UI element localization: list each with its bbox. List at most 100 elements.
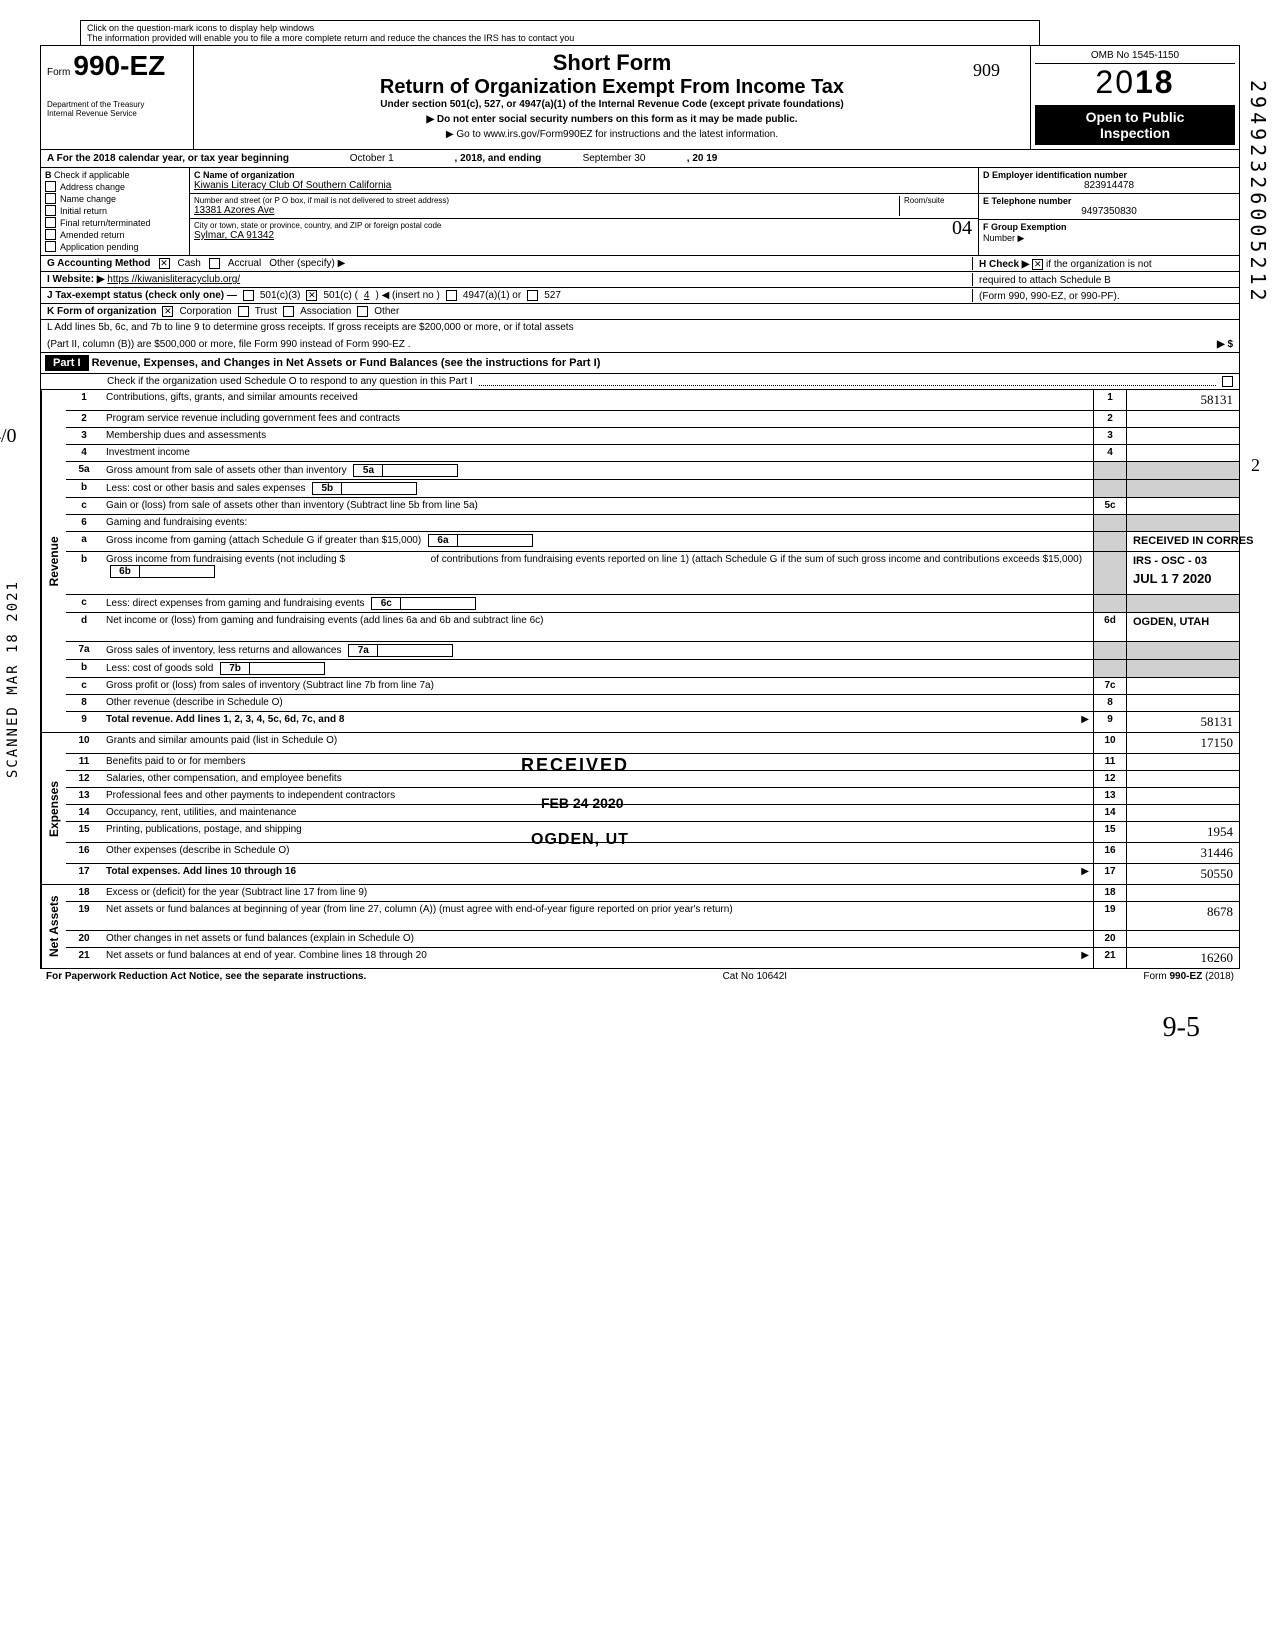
- phone: 9497350830: [983, 206, 1235, 217]
- form-number: 990-EZ: [73, 50, 165, 81]
- revenue-side-label: Revenue: [41, 390, 66, 732]
- handwritten-909: 909: [973, 60, 1000, 81]
- hint-line-2: The information provided will enable you…: [87, 33, 1033, 43]
- cb-pending[interactable]: [45, 241, 56, 252]
- short-form-title: Short Form: [202, 50, 1022, 76]
- f-label: F Group Exemption: [983, 222, 1067, 232]
- row-j: J Tax-exempt status (check only one) — 5…: [41, 288, 1239, 304]
- line6d-amount: OGDEN, UTAH: [1126, 613, 1239, 641]
- cb-4947[interactable]: [446, 290, 457, 301]
- h-label: H Check ▶: [979, 259, 1029, 270]
- cb-corporation[interactable]: [162, 306, 173, 317]
- org-name: Kiwanis Literacy Club Of Southern Califo…: [194, 180, 974, 191]
- arrow-line-2: ▶ Go to www.irs.gov/Form990EZ for instru…: [202, 129, 1022, 140]
- expenses-section: Expenses 10Grants and similar amounts pa…: [41, 733, 1239, 885]
- line3-amount: [1126, 428, 1239, 444]
- year-cell: OMB No 1545-1150 2018 Open to Public Ins…: [1031, 46, 1239, 149]
- line12-amount: [1126, 771, 1239, 787]
- handwritten-40: 4/0: [0, 425, 17, 448]
- l-text-1: L Add lines 5b, 6c, and 7b to line 9 to …: [47, 322, 574, 333]
- cb-accrual[interactable]: [209, 258, 220, 269]
- part1-label: Part I: [45, 355, 89, 371]
- cb-schedule-o[interactable]: [1222, 376, 1233, 387]
- help-hint: Click on the question-mark icons to disp…: [80, 20, 1040, 45]
- cb-trust[interactable]: [238, 306, 249, 317]
- cb-schedule-b[interactable]: [1032, 259, 1043, 270]
- cb-final-return[interactable]: [45, 217, 56, 228]
- net-assets-side-label: Net Assets: [41, 885, 66, 968]
- f-label-2: Number ▶: [983, 233, 1024, 243]
- part1-check-text: Check if the organization used Schedule …: [107, 376, 473, 387]
- open-public: Open to Public Inspection: [1035, 105, 1235, 145]
- line10-amount: 17150: [1126, 733, 1239, 753]
- handwritten-04: 04: [952, 217, 972, 240]
- e-label: E Telephone number: [983, 196, 1235, 206]
- revenue-section: Revenue 1Contributions, gifts, grants, a…: [41, 390, 1239, 733]
- line20-amount: [1126, 931, 1239, 947]
- cb-initial-return[interactable]: [45, 205, 56, 216]
- row-i: I Website: ▶ https //kiwanisliteracyclub…: [41, 272, 1239, 288]
- line2-amount: [1126, 411, 1239, 427]
- cb-501c3[interactable]: [243, 290, 254, 301]
- main-title: Return of Organization Exempt From Incom…: [202, 76, 1022, 99]
- g-label: G Accounting Method: [47, 258, 151, 269]
- tax-year-end-month: September 30: [544, 153, 684, 164]
- header-row: Form 990-EZ Department of the Treasury I…: [41, 46, 1239, 150]
- line11-amount: [1126, 754, 1239, 770]
- room-suite-label: Room/suite: [899, 196, 974, 216]
- line8-amount: [1126, 695, 1239, 711]
- line4-amount: [1126, 445, 1239, 461]
- omb-number: OMB No 1545-1150: [1035, 50, 1235, 64]
- website-url: https //kiwanisliteracyclub.org/: [107, 274, 240, 285]
- cb-527[interactable]: [527, 290, 538, 301]
- handwritten-2: 2: [1251, 455, 1260, 476]
- cb-amended[interactable]: [45, 229, 56, 240]
- j-label: J Tax-exempt status (check only one) —: [47, 290, 237, 301]
- row-gh: G Accounting Method Cash Accrual Other (…: [41, 256, 1239, 272]
- col-c: C Name of organization Kiwanis Literacy …: [190, 168, 978, 255]
- expenses-side-label: Expenses: [41, 733, 66, 884]
- title-cell: Short Form Return of Organization Exempt…: [194, 46, 1031, 149]
- cb-other-org[interactable]: [357, 306, 368, 317]
- cb-501c[interactable]: [306, 290, 317, 301]
- form-prefix: Form: [47, 67, 70, 78]
- row-k: K Form of organization Corporation Trust…: [41, 304, 1239, 320]
- tax-year-end: , 20 19: [687, 153, 718, 164]
- cb-name-change[interactable]: [45, 193, 56, 204]
- line16-amount: 31446: [1126, 843, 1239, 863]
- cb-association[interactable]: [283, 306, 294, 317]
- tax-year: 2018: [1035, 64, 1235, 101]
- hint-line-1: Click on the question-mark icons to disp…: [87, 23, 1033, 33]
- section-bcdef: B Check if applicable Address change Nam…: [41, 168, 1239, 256]
- city-label: City or town, state or province, country…: [194, 221, 974, 230]
- handwritten-95: 9-5: [1163, 1012, 1200, 1044]
- col-def: D Employer identification number 8239144…: [978, 168, 1239, 255]
- c-label: C Name of organization: [194, 170, 974, 180]
- ogden-stamp-2: OGDEN, UT: [531, 831, 629, 849]
- footer-paperwork: For Paperwork Reduction Act Notice, see …: [46, 971, 366, 982]
- tax-year-begin: October 1: [292, 153, 452, 164]
- addr-label: Number and street (or P O box, if mail i…: [194, 196, 899, 205]
- part1-title: Revenue, Expenses, and Changes in Net As…: [92, 357, 601, 369]
- line21-amount: 16260: [1126, 948, 1239, 968]
- line7c-amount: [1126, 678, 1239, 694]
- l-text-2: (Part II, column (B)) are $500,000 or mo…: [47, 339, 410, 350]
- form-number-cell: Form 990-EZ Department of the Treasury I…: [41, 46, 194, 149]
- received-stamp-2: RECEIVED: [521, 755, 629, 776]
- line9-amount: 58131: [1126, 712, 1239, 732]
- footer-row: For Paperwork Reduction Act Notice, see …: [40, 969, 1240, 984]
- arrow-line-1: ▶ Do not enter social security numbers o…: [202, 114, 1022, 125]
- line18-amount: [1126, 885, 1239, 901]
- footer-form-ref: Form 990-EZ (2018): [1143, 971, 1234, 982]
- ein: 823914478: [983, 180, 1235, 191]
- feb-date-stamp: FEB 24 2020: [541, 795, 624, 811]
- part1-check-row: Check if the organization used Schedule …: [41, 374, 1239, 390]
- city-state-zip: Sylmar, CA 91342: [194, 230, 974, 241]
- cb-cash[interactable]: [159, 258, 170, 269]
- col-b: B Check if applicable Address change Nam…: [41, 168, 190, 255]
- line14-amount: [1126, 805, 1239, 821]
- line15-amount: 1954: [1126, 822, 1239, 842]
- line1-amount: 58131: [1126, 390, 1239, 410]
- cb-address-change[interactable]: [45, 181, 56, 192]
- calendar-year-row: A For the 2018 calendar year, or tax yea…: [41, 150, 1239, 168]
